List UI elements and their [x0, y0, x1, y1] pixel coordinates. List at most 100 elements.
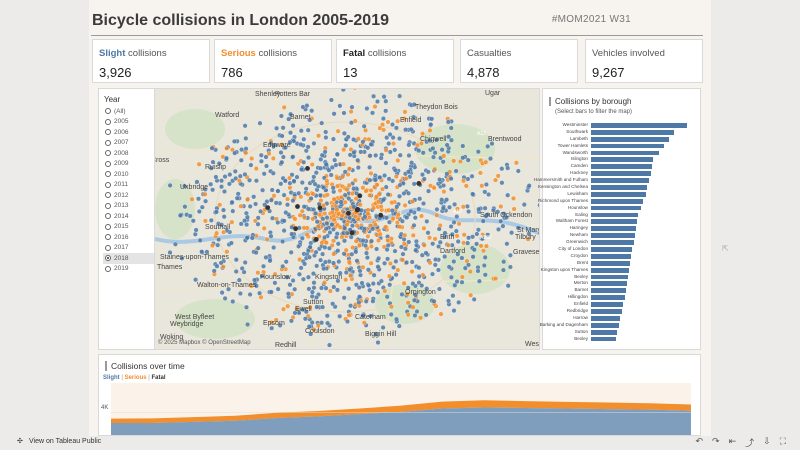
view-on-tableau-link[interactable]: ✣ View on Tableau Public	[17, 437, 101, 446]
radio-button-icon[interactable]	[105, 139, 111, 146]
legend-slight[interactable]: Slight	[103, 375, 120, 381]
radio-button-icon[interactable]	[105, 244, 111, 251]
borough-bar-row[interactable]: Hounslow	[543, 205, 702, 212]
year-option[interactable]: 2018	[103, 253, 155, 264]
borough-bar-row[interactable]: Croydon	[543, 253, 702, 260]
borough-bar[interactable]	[591, 178, 650, 183]
borough-bar[interactable]	[591, 212, 639, 218]
borough-bar-row[interactable]: Sutton	[543, 329, 702, 336]
borough-bar[interactable]	[591, 253, 632, 259]
borough-bar-row[interactable]: Redbridge	[543, 308, 702, 315]
borough-bar-row[interactable]: Lewisham	[543, 191, 702, 198]
borough-bar[interactable]	[591, 164, 652, 170]
radio-button-icon[interactable]	[105, 255, 111, 262]
borough-bar[interactable]	[591, 226, 636, 232]
area-slight[interactable]	[111, 407, 691, 436]
borough-bar[interactable]	[591, 288, 627, 294]
redo-icon[interactable]: ↷	[712, 436, 720, 446]
borough-bar[interactable]	[591, 295, 626, 301]
borough-bar-row[interactable]: City of London	[543, 246, 702, 253]
legend-fatal[interactable]: Fatal	[151, 375, 166, 381]
radio-button-icon[interactable]	[105, 129, 111, 136]
radio-button-icon[interactable]	[105, 150, 111, 157]
borough-bar-row[interactable]: Hackney	[543, 170, 702, 177]
fullscreen-icon[interactable]: ⛶	[779, 436, 786, 446]
share-icon[interactable]: ⤴	[745, 438, 755, 448]
borough-bar-row[interactable]: Merton	[543, 280, 702, 287]
radio-button-icon[interactable]	[105, 213, 111, 220]
borough-bar-row[interactable]: Brent	[543, 260, 702, 267]
borough-bar[interactable]	[591, 329, 618, 335]
borough-bar[interactable]	[591, 233, 635, 239]
radio-button-icon[interactable]	[105, 160, 111, 167]
year-option[interactable]: 2016	[103, 232, 155, 243]
borough-bar-row[interactable]: Kingston upon Thames	[541, 267, 702, 274]
borough-bar-row[interactable]: Haringey	[543, 225, 702, 232]
borough-bar-row[interactable]: Harrow	[543, 315, 702, 322]
borough-bar[interactable]	[591, 302, 624, 307]
radio-button-icon[interactable]	[105, 108, 111, 115]
borough-bar-row[interactable]: Kensington and Chelsea	[538, 184, 702, 191]
year-option[interactable]: 2019	[103, 264, 155, 275]
year-option[interactable]: 2014	[103, 211, 155, 222]
radio-button-icon[interactable]	[105, 181, 111, 188]
legend-serious[interactable]: Serious	[124, 375, 147, 381]
borough-bar[interactable]	[591, 267, 630, 273]
borough-bar-row[interactable]: Lambeth	[543, 136, 702, 143]
borough-bar-row[interactable]: Barking and Dagenham	[540, 322, 702, 329]
radio-button-icon[interactable]	[105, 202, 111, 209]
borough-bar-row[interactable]: Waltham Forest	[543, 218, 702, 225]
radio-button-icon[interactable]	[105, 171, 111, 178]
collision-map[interactable]: Potters Bar Enfield Shenley Watford Barnet Ug…	[154, 88, 540, 350]
radio-button-icon[interactable]	[105, 223, 111, 230]
borough-bar-row[interactable]: Southwark	[543, 129, 702, 136]
borough-bar-row[interactable]: Westminster	[543, 122, 702, 129]
borough-bar-row[interactable]: Barnet	[543, 287, 702, 294]
borough-bar-row[interactable]: Tower Hamlets	[543, 143, 702, 150]
year-option[interactable]: 2011	[103, 180, 155, 191]
year-option[interactable]: 2012	[103, 190, 155, 201]
borough-bar[interactable]	[591, 129, 674, 135]
map-canvas[interactable]: Potters Bar Enfield Shenley Watford Barnet Ug…	[155, 89, 540, 350]
borough-bar[interactable]	[591, 205, 641, 211]
borough-bar[interactable]	[591, 198, 644, 204]
borough-bar-row[interactable]: Camden	[543, 163, 702, 170]
year-option[interactable]: 2005	[103, 117, 155, 128]
area-serious[interactable]	[111, 400, 691, 424]
borough-bar[interactable]	[591, 281, 628, 287]
borough-bar[interactable]	[591, 322, 619, 328]
borough-bar-row[interactable]: Hillingdon	[543, 294, 702, 301]
year-option[interactable]: 2013	[103, 201, 155, 212]
year-option[interactable]: 2007	[103, 138, 155, 149]
borough-bar[interactable]	[591, 315, 621, 321]
year-option[interactable]: 2008	[103, 148, 155, 159]
year-option[interactable]: 2009	[103, 159, 155, 170]
borough-bar-row[interactable]: Bexley	[543, 274, 702, 281]
year-option[interactable]: 2017	[103, 243, 155, 254]
year-option[interactable]: 2006	[103, 127, 155, 138]
borough-bar[interactable]	[591, 143, 664, 149]
borough-bar-row[interactable]: Richmond upon Thames	[538, 198, 702, 205]
radio-button-icon[interactable]	[105, 234, 111, 241]
borough-bar-row[interactable]: Greenwich	[543, 239, 702, 246]
borough-bar[interactable]	[591, 157, 653, 163]
borough-bar-row[interactable]: Ealing	[543, 212, 702, 219]
area-chart[interactable]	[111, 383, 691, 436]
radio-button-icon[interactable]	[105, 118, 111, 125]
borough-bar[interactable]	[591, 274, 629, 280]
borough-bar[interactable]	[591, 247, 633, 252]
download-icon[interactable]: ⇩	[763, 436, 771, 446]
borough-bar[interactable]	[591, 136, 669, 142]
borough-bar-row[interactable]: Wandsworth	[543, 150, 702, 157]
revert-icon[interactable]: ⇤	[728, 436, 737, 446]
radio-button-icon[interactable]	[105, 192, 111, 199]
borough-bar[interactable]	[591, 191, 646, 197]
borough-bar[interactable]	[591, 219, 638, 225]
borough-bar[interactable]	[591, 171, 651, 177]
borough-bar-row[interactable]: Hammersmith and Fulham	[534, 177, 702, 184]
borough-bar[interactable]	[591, 260, 630, 266]
radio-button-icon[interactable]	[105, 265, 111, 272]
undo-icon[interactable]: ↶	[695, 436, 704, 446]
borough-bar[interactable]	[591, 150, 660, 156]
borough-bar-row[interactable]: Bexley	[543, 336, 702, 343]
